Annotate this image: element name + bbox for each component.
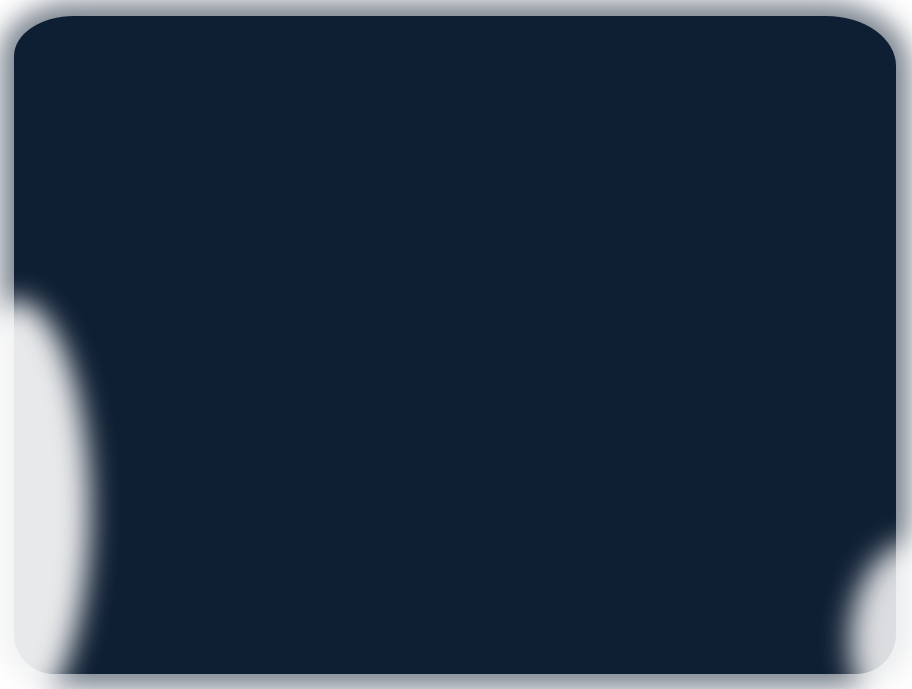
word-cloud-background — [14, 16, 896, 674]
